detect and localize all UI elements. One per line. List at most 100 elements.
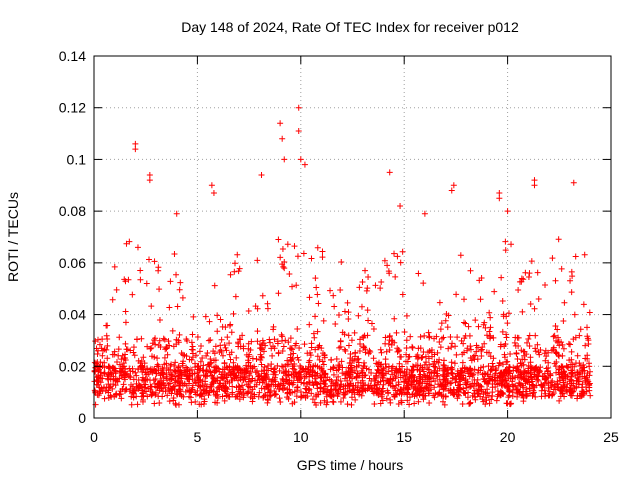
data-point (478, 274, 485, 281)
data-point (210, 380, 217, 387)
data-point (499, 377, 506, 384)
data-point (415, 270, 422, 277)
data-point (203, 352, 210, 359)
data-point (251, 363, 258, 370)
data-point (531, 177, 538, 184)
data-point (535, 296, 542, 303)
y-tick-label: 0.06 (59, 255, 86, 271)
data-point (426, 400, 433, 407)
data-point (445, 312, 452, 319)
data-point (392, 273, 399, 280)
data-point (467, 365, 474, 372)
data-point (140, 354, 147, 361)
data-point (277, 398, 284, 405)
data-point (183, 336, 190, 343)
data-point (542, 347, 549, 354)
data-point (200, 362, 207, 369)
data-point (208, 372, 215, 379)
data-point (302, 385, 309, 392)
data-point (537, 364, 544, 371)
data-point (103, 322, 110, 329)
data-point (237, 374, 244, 381)
data-point (142, 369, 149, 376)
data-point (268, 361, 275, 368)
data-point (437, 326, 444, 333)
x-tick-label: 25 (603, 429, 619, 445)
data-point (175, 370, 182, 377)
data-point (349, 386, 356, 393)
data-point (448, 344, 455, 351)
data-point (440, 361, 447, 368)
data-point (133, 380, 140, 387)
data-point (482, 371, 489, 378)
data-point (389, 338, 396, 345)
data-point (294, 387, 301, 394)
data-point (345, 315, 352, 322)
data-point (207, 356, 214, 363)
data-point (304, 380, 311, 387)
data-point (130, 349, 137, 356)
data-point (152, 341, 159, 348)
data-point (252, 303, 259, 310)
data-point (507, 401, 514, 408)
data-point (224, 334, 231, 341)
data-point (420, 388, 427, 395)
data-point (139, 398, 146, 405)
data-point (218, 374, 225, 381)
data-point (370, 355, 377, 362)
data-point (210, 348, 217, 355)
data-point (546, 388, 553, 395)
data-point (382, 334, 389, 341)
data-point (189, 382, 196, 389)
data-point (168, 376, 175, 383)
data-point (497, 341, 504, 348)
data-point (106, 364, 113, 371)
data-point (333, 367, 340, 374)
data-point (348, 394, 355, 401)
data-point (201, 390, 208, 397)
data-point (310, 330, 317, 337)
data-point (223, 347, 230, 354)
data-point (561, 299, 568, 306)
data-point (340, 394, 347, 401)
data-point (518, 347, 525, 354)
data-point (503, 366, 510, 373)
data-point (499, 298, 506, 305)
chart-title: Day 148 of 2024, Rate Of TEC Index for r… (181, 19, 519, 35)
data-point (120, 381, 127, 388)
data-point (403, 337, 410, 344)
data-point (549, 391, 556, 398)
data-point (112, 376, 119, 383)
data-point (358, 303, 365, 310)
data-point (409, 391, 416, 398)
data-point (420, 280, 427, 287)
data-point (516, 388, 523, 395)
data-point (326, 389, 333, 396)
data-point (442, 393, 449, 400)
data-point (519, 356, 526, 363)
data-point (231, 268, 238, 275)
data-point (527, 369, 534, 376)
data-point (468, 357, 475, 364)
data-point (549, 255, 556, 262)
data-point (238, 391, 245, 398)
data-point (197, 376, 204, 383)
y-tick-label: 0.12 (59, 100, 86, 116)
data-point (199, 382, 206, 389)
data-point (179, 351, 186, 358)
data-point (312, 275, 319, 282)
data-point (267, 339, 274, 346)
data-point (112, 368, 119, 375)
data-point (487, 314, 494, 321)
data-point (416, 380, 423, 387)
data-point (279, 375, 286, 382)
data-point (312, 313, 319, 320)
data-point (438, 383, 445, 390)
data-point (274, 340, 281, 347)
data-point (218, 384, 225, 391)
data-point (337, 287, 344, 293)
data-point (542, 282, 549, 289)
data-point (473, 348, 480, 355)
data-point (492, 377, 499, 384)
data-point (460, 340, 467, 347)
